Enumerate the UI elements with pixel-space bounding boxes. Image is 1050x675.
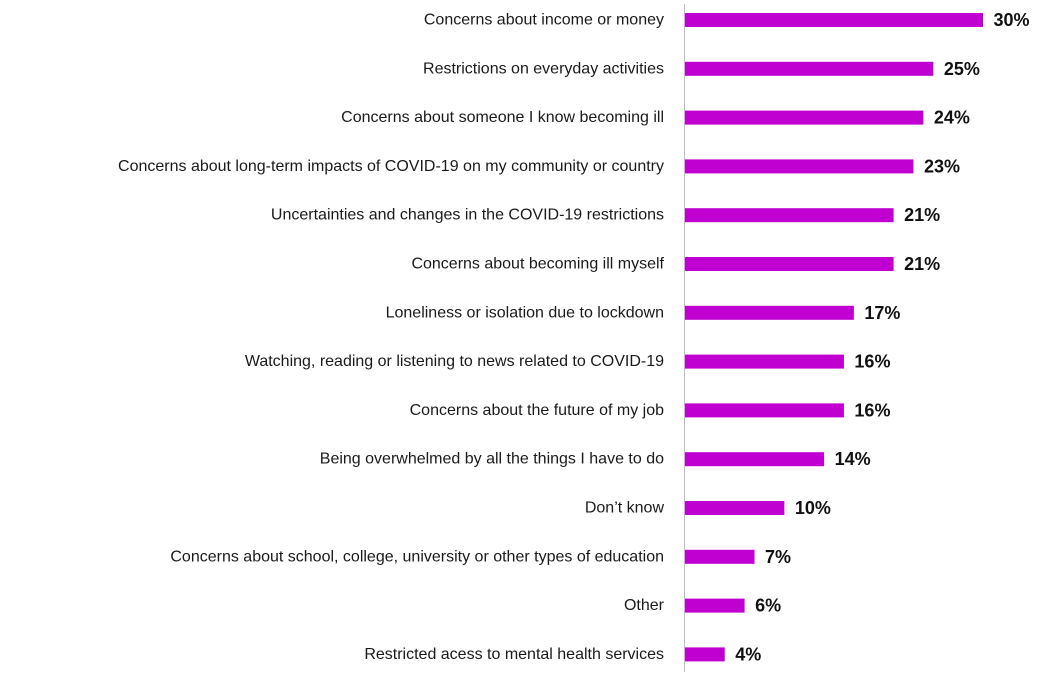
bar <box>685 257 894 271</box>
bar <box>685 159 914 174</box>
value-label: 14% <box>835 449 871 469</box>
category-label: Concerns about long-term impacts of COVI… <box>118 158 664 175</box>
category-label: Concerns about school, college, universi… <box>170 548 664 565</box>
value-label: 16% <box>854 352 890 372</box>
value-label: 16% <box>854 400 890 420</box>
category-label: Concerns about income or money <box>424 12 664 29</box>
value-label: 23% <box>924 156 960 176</box>
value-label: 21% <box>904 205 940 225</box>
bar <box>685 452 825 467</box>
value-label: 10% <box>795 498 831 518</box>
category-label: Don’t know <box>585 500 665 517</box>
bar <box>685 61 934 76</box>
category-label: Uncertainties and changes in the COVID-1… <box>271 207 664 224</box>
value-label: 30% <box>994 10 1030 30</box>
category-label: Restricted acess to mental health servic… <box>364 646 664 663</box>
bar <box>685 403 844 418</box>
category-label: Concerns about becoming ill myself <box>411 256 664 273</box>
bar <box>685 305 854 320</box>
value-label: 6% <box>755 596 781 616</box>
bar <box>685 354 844 369</box>
bar <box>685 549 755 564</box>
category-labels: Concerns about income or money Restrictio… <box>118 12 665 663</box>
bar <box>685 13 983 27</box>
category-label: Concerns about someone I know becoming i… <box>341 109 664 126</box>
category-label: Other <box>624 597 665 614</box>
bar <box>685 208 894 223</box>
bar <box>685 501 785 515</box>
value-label: 17% <box>864 303 900 323</box>
bars-group <box>685 13 983 662</box>
value-label: 25% <box>944 59 980 79</box>
category-label: Watching, reading or listening to news r… <box>245 353 664 370</box>
category-label: Concerns about the future of my job <box>410 402 664 419</box>
value-label: 21% <box>904 254 940 274</box>
value-label: 4% <box>735 644 761 664</box>
value-labels: 30% 25% 24% 23% 21% 21% 17% 16% 16% 14% 10% 7% 6% 4% <box>735 10 1029 664</box>
category-label: Being overwhelmed by all the things I ha… <box>320 451 664 468</box>
category-label: Loneliness or isolation due to lockdown <box>386 304 664 321</box>
bar <box>685 110 924 125</box>
bar <box>685 647 725 662</box>
value-label: 24% <box>934 108 970 128</box>
bar <box>685 598 745 613</box>
category-label: Restrictions on everyday activities <box>423 60 664 77</box>
value-label: 7% <box>765 547 791 567</box>
